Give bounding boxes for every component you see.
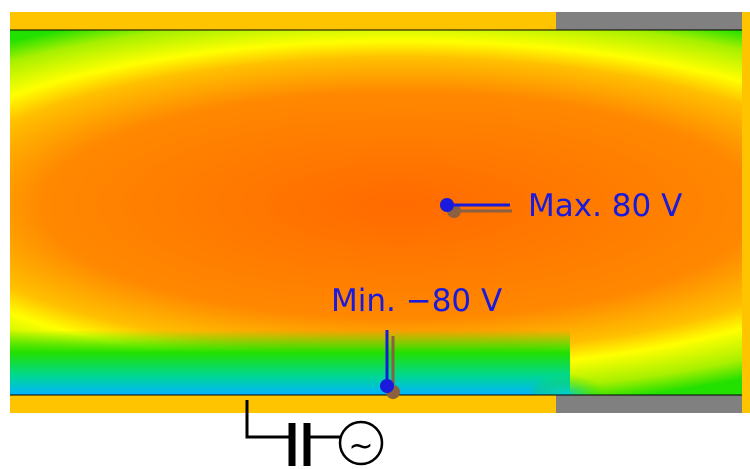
potential-field-map <box>10 30 744 395</box>
right-electrode <box>742 12 750 413</box>
min-label: Min. −80 V <box>331 283 502 319</box>
max-label: Max. 80 V <box>528 188 682 224</box>
max-callout: Max. 80 V <box>440 188 682 224</box>
top-electrode <box>10 12 556 30</box>
ac-circuit: ~ <box>245 400 384 466</box>
ac-source-icon: ~ <box>338 420 384 466</box>
capacitor-icon <box>288 423 311 466</box>
circuit-wire <box>245 400 290 439</box>
min-marker <box>380 379 394 393</box>
max-marker <box>440 198 454 212</box>
min-callout: Min. −80 V <box>331 283 502 399</box>
top-insulator <box>556 12 742 30</box>
bottom-electrode <box>10 395 556 413</box>
bottom-insulator <box>556 395 742 413</box>
ac-source-symbol: ~ <box>348 429 373 464</box>
